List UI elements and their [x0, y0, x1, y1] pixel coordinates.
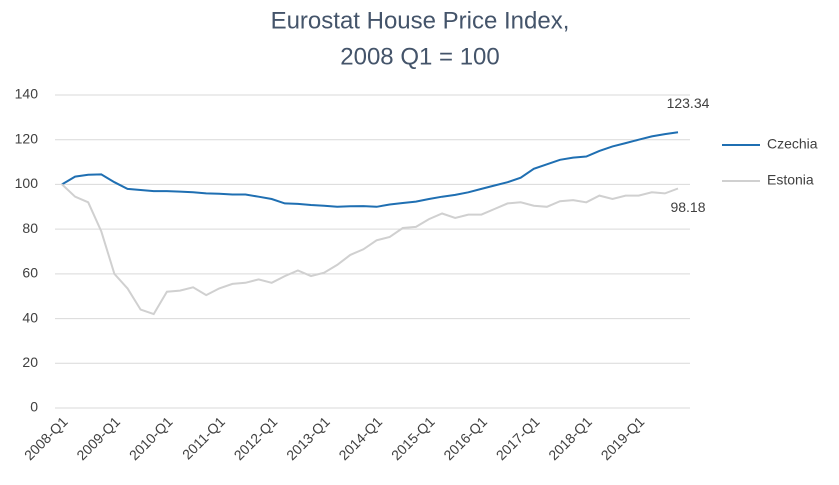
y-tick-label: 100: [15, 175, 39, 191]
x-tick-label: 2016-Q1: [440, 413, 490, 463]
y-tick-label: 20: [22, 354, 38, 370]
x-tick-label: 2015-Q1: [388, 413, 438, 463]
x-tick-label: 2009-Q1: [73, 413, 123, 463]
y-tick-label: 0: [30, 399, 38, 415]
x-tick-label: 2014-Q1: [335, 413, 385, 463]
x-tick-label: 2012-Q1: [231, 413, 281, 463]
y-tick-label: 140: [15, 86, 39, 102]
chart-subtitle: 2008 Q1 = 100: [340, 43, 499, 70]
x-tick-label: 2017-Q1: [493, 413, 543, 463]
y-tick-label: 60: [22, 265, 38, 281]
y-tick-label: 40: [22, 309, 38, 325]
x-tick-label: 2010-Q1: [126, 413, 176, 463]
x-tick-label: 2018-Q1: [545, 413, 595, 463]
line: [61, 131, 679, 208]
y-tick-label: 80: [22, 220, 38, 236]
x-tick-label: 2011-Q1: [179, 413, 228, 462]
y-tick-label: 120: [15, 130, 39, 146]
x-tick-label: 2013-Q1: [283, 413, 333, 463]
legend-label: Czechia: [767, 136, 818, 152]
chart-title: Eurostat House Price Index,: [271, 7, 570, 34]
data-label: 98.18: [670, 199, 705, 215]
x-tick-label: 2008-Q1: [21, 413, 71, 463]
legend-label: Estonia: [767, 172, 814, 188]
data-label: 123.34: [667, 95, 710, 111]
line: [61, 183, 679, 316]
x-tick-label: 2019-Q1: [598, 413, 648, 463]
